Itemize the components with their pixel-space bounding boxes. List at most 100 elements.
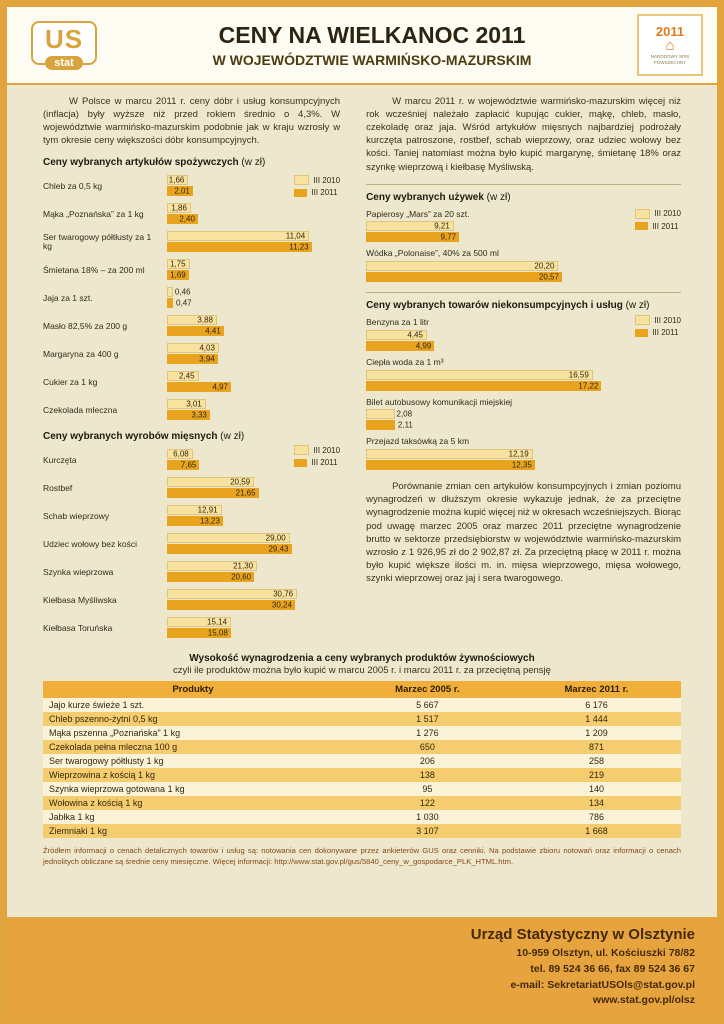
bar-iii-2011: 1,69 bbox=[167, 270, 189, 281]
value-cell: 140 bbox=[511, 782, 681, 797]
bar-iii-2011: 4,97 bbox=[167, 382, 232, 393]
chart-row: Rostbef 20,59 21,65 bbox=[43, 477, 340, 499]
bar-iii-2011: 12,35 bbox=[366, 460, 535, 471]
bar-value-label: 9,21 bbox=[434, 221, 450, 231]
bar-pair: 2,45 4,97 bbox=[167, 371, 319, 393]
bar-category-label: Mąka „Poznańska” za 1 kg bbox=[43, 208, 144, 219]
bar-value-label: 2,11 bbox=[397, 420, 413, 430]
bar-iii-2010: 2,08 bbox=[366, 409, 412, 420]
legend-label-2011: III 2011 bbox=[311, 458, 338, 468]
bar-iii-2010: 4,03 bbox=[167, 343, 219, 354]
table-row: Ser twarogowy półtłusty 1 kg 206 258 bbox=[43, 754, 681, 769]
table-row: Szynka wieprzowa gotowana 1 kg 95 140 bbox=[43, 782, 681, 797]
bar-value-label: 30,76 bbox=[273, 589, 294, 599]
bar-value-label: 11,04 bbox=[285, 231, 306, 241]
bar-value-label: 12,19 bbox=[508, 449, 529, 459]
bar-iii-2011: 13,23 bbox=[167, 516, 223, 527]
chart-bars-area: Benzyna za 1 litr 4,45 4,99 Ciepła woda za … bbox=[366, 317, 681, 471]
bar-value-label: 20,20 bbox=[534, 261, 555, 271]
bar-pair: 1,86 2,40 bbox=[167, 203, 319, 225]
product-cell: Wołowina z kością 1 kg bbox=[43, 796, 343, 811]
comparison-table: Produkty Marzec 2005 r. Marzec 2011 r. J… bbox=[43, 681, 681, 839]
badge-label: NARODOWY SPIS POWSZECHNY bbox=[650, 54, 690, 65]
value-cell: 1 668 bbox=[511, 824, 681, 839]
value-cell: 122 bbox=[342, 796, 512, 811]
value-cell: 1 517 bbox=[342, 712, 512, 727]
chart-title: Ceny wybranych wyrobów mięsnych (w zł) bbox=[43, 431, 245, 443]
bar-pair: 21,30 20,60 bbox=[167, 561, 299, 583]
intro-paragraph-left: W Polsce w marcu 2011 r. ceny dóbr i usł… bbox=[43, 96, 341, 147]
bar-category-label: Jaja za 1 szt. bbox=[43, 292, 93, 303]
bar-value-label: 17,22 bbox=[578, 381, 599, 391]
bar-pair: 30,76 30,24 bbox=[167, 589, 299, 611]
chart-row: Jaja za 1 szt. 0,46 0,47 bbox=[43, 287, 340, 309]
bar-pair: 3,01 3,33 bbox=[167, 399, 319, 421]
bar-category-label: Śmietana 18% – za 200 ml bbox=[43, 264, 145, 275]
value-cell: 1 444 bbox=[511, 712, 681, 727]
bar-value-label: 1,66 bbox=[168, 175, 185, 185]
bar-value-label: 4,45 bbox=[407, 330, 423, 340]
bar-category-label: Masło 82,5% za 200 g bbox=[43, 320, 128, 331]
bar-iii-2010: 12,19 bbox=[366, 449, 533, 460]
bar-value-label: 0,47 bbox=[176, 298, 192, 308]
bar-value-label: 6,08 bbox=[173, 449, 189, 459]
value-cell: 258 bbox=[511, 754, 681, 769]
value-cell: 219 bbox=[511, 768, 681, 783]
bar-iii-2010: 11,04 bbox=[167, 231, 310, 242]
chart-stimulants-prices: Ceny wybranych używek (w zł) III 2010 II… bbox=[366, 183, 681, 283]
value-cell: 138 bbox=[342, 768, 512, 783]
bar-pair: 4,45 4,99 bbox=[366, 329, 612, 351]
bar-value-label: 3,94 bbox=[199, 354, 215, 364]
bar-iii-2011: 4,41 bbox=[167, 326, 224, 337]
bar-value-label: 20,60 bbox=[231, 572, 252, 582]
bar-iii-2011: 0,47 bbox=[167, 298, 192, 309]
bar-iii-2011: 21,65 bbox=[167, 488, 259, 499]
value-cell: 206 bbox=[342, 754, 512, 769]
legend-label-2011: III 2011 bbox=[652, 328, 679, 338]
chart-row: Benzyna za 1 litr 4,45 4,99 bbox=[366, 317, 681, 351]
bar-iii-2011: 4,99 bbox=[366, 340, 435, 351]
bar-iii-2010: 16,59 bbox=[366, 369, 593, 380]
office-email: e-mail: SekretariatUSOls@stat.gov.pl bbox=[510, 978, 695, 991]
bar-value-label: 29,43 bbox=[268, 544, 289, 554]
value-cell: 3 107 bbox=[342, 824, 512, 839]
header: US stat CENY NA WIELKANOC 2011 W WOJEWÓD… bbox=[7, 7, 717, 85]
bar-value-label: 15,08 bbox=[207, 628, 228, 638]
bar-category-label: Kiełbasa Toruńska bbox=[43, 622, 113, 633]
two-column-area: W Polsce w marcu 2011 r. ceny dóbr i usł… bbox=[43, 95, 681, 649]
chart-meat-prices: Ceny wybranych wyrobów mięsnych (w zł) I… bbox=[43, 431, 340, 639]
bar-iii-2011: 30,24 bbox=[167, 600, 295, 611]
product-cell: Ser twarogowy półtłusty 1 kg bbox=[43, 754, 343, 769]
bar-pair: 1,75 1,69 bbox=[167, 259, 319, 281]
chart-row: Kurczęta 6,08 7,65 bbox=[43, 449, 340, 471]
bar-iii-2010: 12,91 bbox=[167, 505, 222, 516]
legend-swatch-2010 bbox=[635, 315, 651, 326]
legend-swatch-2010 bbox=[294, 175, 310, 186]
bar-value-label: 2,40 bbox=[179, 214, 195, 224]
bar-category-label: Wódka „Polonaise”, 40% za 500 ml bbox=[366, 248, 499, 259]
census-2011-badge: 2011 ⌂ NARODOWY SPIS POWSZECHNY bbox=[637, 14, 703, 76]
bar-pair: 12,91 13,23 bbox=[167, 505, 299, 527]
value-cell: 134 bbox=[511, 796, 681, 811]
bar-value-label: 20,59 bbox=[230, 477, 251, 487]
office-phone: tel. 89 524 36 66, fax 89 524 36 67 bbox=[530, 962, 695, 975]
bar-pair: 4,03 3,94 bbox=[167, 343, 319, 365]
bar-value-label: 29,00 bbox=[265, 533, 286, 543]
bar-value-label: 9,77 bbox=[440, 232, 457, 242]
header-march-2011: Marzec 2011 r. bbox=[511, 681, 681, 699]
product-cell: Chleb pszenno-żytni 0,5 kg bbox=[43, 712, 343, 727]
bar-iii-2010: 9,21 bbox=[366, 221, 454, 232]
bar-pair: 1,66 2,01 bbox=[167, 175, 319, 197]
chart-row: Bilet autobusowy komunikacji miejskiej 2,… bbox=[366, 397, 681, 431]
bar-iii-2010: 29,00 bbox=[167, 533, 290, 544]
bar-iii-2010: 6,08 bbox=[167, 449, 193, 460]
left-column: W Polsce w marcu 2011 r. ceny dóbr i usł… bbox=[43, 95, 340, 649]
bar-value-label: 1,69 bbox=[170, 270, 186, 280]
bar-iii-2011: 9,77 bbox=[366, 232, 460, 243]
bar-value-label: 15,14 bbox=[207, 617, 228, 627]
value-cell: 1 276 bbox=[342, 726, 512, 741]
bar-value-label: 16,59 bbox=[568, 370, 589, 380]
product-cell: Jajo kurze świeże 1 szt. bbox=[43, 698, 343, 713]
chart-title: Ceny wybranych używek (w zł) bbox=[366, 191, 511, 203]
bar-category-label: Cukier za 1 kg bbox=[43, 376, 98, 387]
